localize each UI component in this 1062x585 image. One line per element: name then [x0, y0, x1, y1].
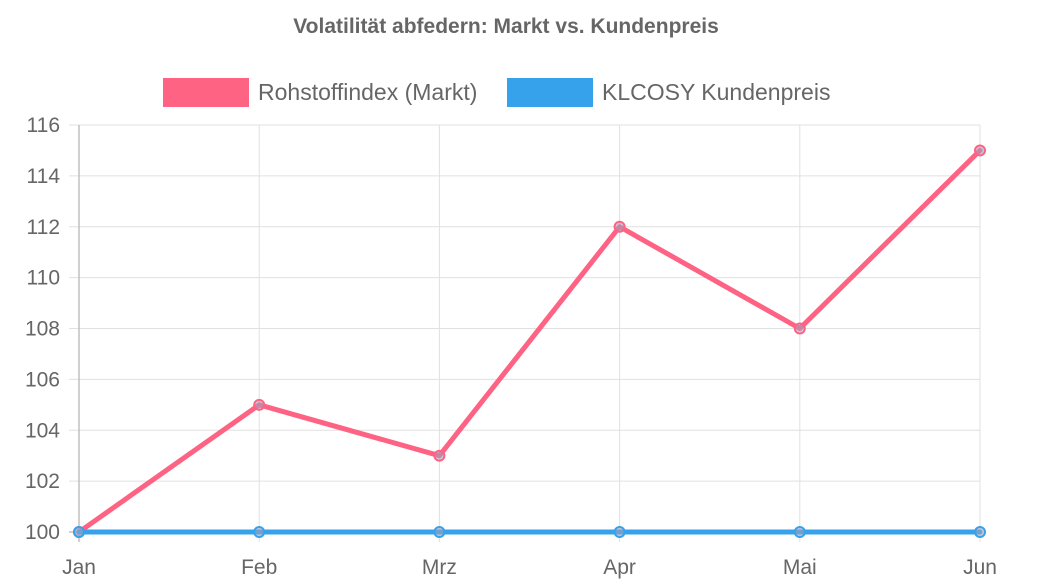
data-point[interactable] — [253, 398, 266, 411]
x-tick-label: Mai — [783, 556, 817, 579]
y-tick-label: 104 — [25, 419, 60, 442]
series-line — [76, 147, 983, 535]
data-point[interactable] — [433, 526, 446, 538]
legend-label-market: Rohstoffindex (Markt) — [258, 79, 477, 105]
legend-item-customer-price[interactable]: KLCOSY Kundenpreis — [507, 78, 830, 107]
data-point[interactable] — [613, 526, 626, 538]
chart-title: Volatilität abfedern: Markt vs. Kundenpr… — [293, 15, 719, 38]
axes: 100 102 104 106 108 110 112 114 116 Jan Feb Mrz Apr M… — [25, 114, 997, 579]
x-tick-label: Jun — [963, 556, 997, 579]
data-point[interactable] — [73, 526, 85, 538]
y-tick-label: 110 — [27, 267, 60, 290]
x-tick-label: Mrz — [422, 556, 457, 579]
y-tick-label: 112 — [27, 216, 60, 239]
legend-label-customer-price: KLCOSY Kundenpreis — [602, 79, 830, 105]
data-point[interactable] — [253, 526, 266, 538]
series-1 — [73, 526, 986, 538]
y-tick-label: 102 — [25, 470, 60, 493]
series-layer — [73, 144, 986, 538]
x-tick-label: Feb — [241, 556, 277, 579]
data-point[interactable] — [433, 449, 446, 462]
series-0 — [73, 144, 986, 538]
y-tick-label: 106 — [25, 368, 60, 391]
y-tick-label: 108 — [25, 318, 60, 341]
y-tick-label: 114 — [27, 165, 61, 188]
y-tick-label: 100 — [25, 521, 60, 544]
legend-swatch-customer-price — [507, 78, 593, 107]
data-point[interactable] — [613, 220, 626, 233]
grid — [69, 124, 981, 542]
x-tick-label: Apr — [603, 556, 636, 579]
legend-swatch-market — [163, 78, 249, 107]
data-point[interactable] — [793, 526, 806, 538]
legend-item-market[interactable]: Rohstoffindex (Markt) — [163, 78, 477, 107]
legend: Rohstoffindex (Markt) KLCOSY Kundenpreis — [163, 78, 830, 107]
data-point[interactable] — [974, 144, 986, 157]
y-tick-label: 116 — [27, 114, 60, 137]
x-tick-label: Jan — [62, 556, 96, 579]
data-point[interactable] — [974, 526, 986, 538]
data-point[interactable] — [793, 322, 806, 335]
